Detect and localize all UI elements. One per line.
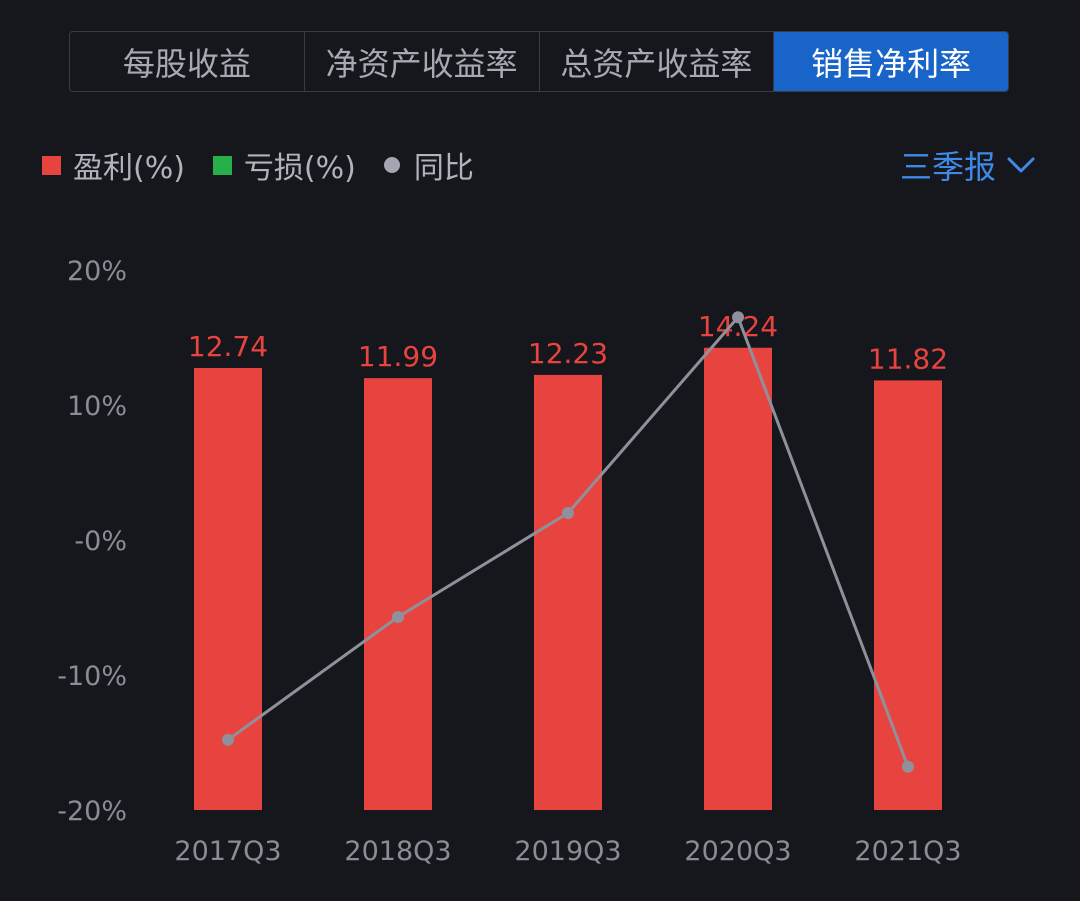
legend-profit-label: 盈利(%) [73,151,185,186]
chart-legend: 盈利(%) 亏损(%) 同比 [42,140,502,190]
legend-profit[interactable]: 盈利(%) [42,143,185,187]
profit-swatch [42,155,61,175]
yoy-point [392,610,404,623]
chevron-down-icon [1006,155,1036,175]
x-tick-label: 2021Q3 [854,836,961,867]
loss-swatch [212,155,232,175]
x-tick-label: 2018Q3 [344,836,451,867]
y-tick-label: 10% [67,391,127,422]
y-tick-label: -10% [57,661,127,692]
y-tick-label: -20% [57,796,127,827]
legend-yoy-label: 同比 [413,151,474,186]
x-tick-label: 2017Q3 [174,836,281,867]
metric-tabs: 每股收益 净资产收益率 总资产收益率 销售净利率 [69,31,1009,92]
profit-bar [364,378,432,810]
yoy-dot-swatch [383,157,400,173]
tab-net-profit-margin[interactable]: 销售净利率 [774,32,1008,91]
bar-value-label: 11.82 [868,342,948,375]
legend-loss-label: 亏损(%) [243,151,356,186]
period-selector-label: 三季报 [899,148,996,186]
yoy-point [222,733,234,746]
yoy-point [732,311,744,324]
x-tick-label: 2019Q3 [514,836,621,867]
y-tick-label: -0% [74,526,127,557]
y-tick-label: 20% [67,256,127,287]
bar-value-label: 11.99 [358,340,438,373]
profit-bar [704,347,772,810]
yoy-point [562,507,574,519]
x-tick-label: 2020Q3 [684,836,791,867]
bar-value-label: 12.74 [188,330,268,363]
tab-eps[interactable]: 每股收益 [70,32,305,91]
profit-bar [534,374,602,810]
legend-yoy[interactable]: 同比 [383,143,474,187]
yoy-point [902,760,914,773]
profit-bar [874,380,942,810]
tab-roa[interactable]: 总资产收益率 [540,32,775,91]
tab-roe[interactable]: 净资产收益率 [305,32,540,91]
bar-value-label: 12.23 [528,337,608,370]
legend-loss[interactable]: 亏损(%) [212,143,356,187]
period-selector[interactable]: 三季报 [900,140,1036,190]
